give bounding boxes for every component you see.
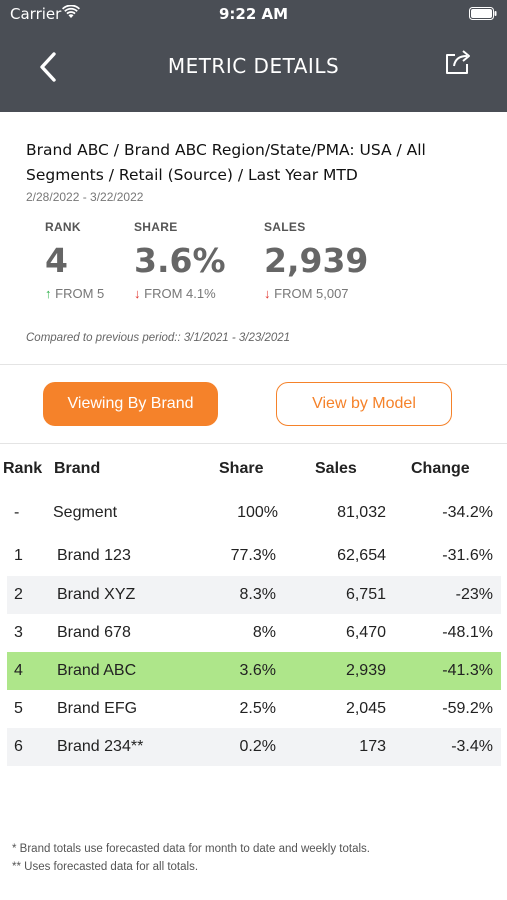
cell-sales: 173 [359, 738, 386, 755]
cell-rank: 3 [14, 624, 23, 641]
metric-label: RANK [45, 220, 81, 234]
battery-icon [469, 7, 497, 20]
cell-sales: 6,470 [345, 624, 386, 641]
cell-sales: 81,032 [337, 504, 386, 521]
cell-brand: Brand 123 [57, 547, 131, 564]
metric-value: 2,939 [264, 241, 369, 280]
cell-change: -48.1% [442, 624, 493, 641]
table-row[interactable]: 2 Brand XYZ 8.3% 6,751 -23% [7, 576, 501, 614]
divider [0, 443, 507, 444]
cell-sales: 2,939 [345, 662, 386, 679]
cell-rank: 6 [14, 738, 23, 755]
metric-delta: ↓ FROM 5,007 [264, 286, 368, 301]
app-header: Carrier 9:22 AM METRIC DETAILS [0, 0, 507, 112]
table-row[interactable]: 3 Brand 678 8% 6,470 -48.1% [7, 614, 501, 652]
cell-change: -34.2% [442, 504, 493, 521]
cell-share: 2.5% [239, 700, 276, 717]
arrow-down-icon: ↓ [264, 286, 271, 301]
arrow-down-icon: ↓ [134, 286, 141, 301]
cell-share: 3.6% [239, 662, 276, 679]
column-header-sales: Sales [315, 460, 357, 477]
view-by-model-button[interactable]: View by Model [276, 382, 452, 426]
date-range: 2/28/2022 - 3/22/2022 [26, 190, 144, 204]
cell-sales: 6,751 [345, 586, 386, 603]
cell-share: 100% [237, 504, 278, 521]
cell-brand: Brand ABC [57, 662, 137, 679]
cell-share: 0.2% [239, 738, 276, 755]
viewing-by-brand-button[interactable]: Viewing By Brand [43, 382, 218, 426]
footnote: * Brand totals use forecasted data for m… [12, 843, 370, 855]
metric-value: 4 [45, 241, 68, 280]
carrier-label: Carrier [10, 5, 62, 23]
metric-share: SHARE 3.6% ↓ FROM 4.1% [134, 220, 226, 301]
cell-change: -23% [455, 586, 493, 603]
table-row[interactable]: - Segment 100% 81,032 -34.2% [7, 494, 501, 532]
column-header-rank: Rank [3, 460, 43, 477]
table-row[interactable]: 1 Brand 123 77.3% 62,654 -31.6% [7, 537, 501, 575]
cell-sales: 2,045 [345, 700, 386, 717]
cell-sales: 62,654 [337, 547, 386, 564]
status-bar: Carrier 9:22 AM [0, 0, 507, 28]
cell-rank: 1 [14, 547, 23, 564]
cell-rank: - [14, 504, 20, 521]
metric-delta-text: FROM 5 [55, 286, 105, 301]
cell-rank: 2 [14, 586, 23, 603]
divider [0, 364, 507, 365]
metric-sales: SALES 2,939 ↓ FROM 5,007 [264, 220, 368, 301]
cell-brand: Brand 234** [57, 738, 144, 755]
metric-label: SHARE [134, 220, 178, 234]
metric-delta: ↑ FROM 5 [45, 286, 104, 301]
cell-rank: 4 [14, 662, 23, 679]
cell-change: -41.3% [442, 662, 493, 679]
status-time: 9:22 AM [218, 5, 289, 23]
back-chevron-icon[interactable] [36, 50, 62, 84]
filter-breadcrumb: Brand ABC / Brand ABC Region/State/PMA: … [26, 141, 426, 184]
metric-rank: RANK 4 ↑ FROM 5 [45, 220, 104, 301]
cell-share: 8.3% [239, 586, 276, 603]
cell-change: -3.4% [451, 738, 493, 755]
page-title: METRIC DETAILS [167, 54, 340, 78]
table-header: Rank Brand Share Sales Change [0, 452, 507, 486]
cell-change: -59.2% [442, 700, 493, 717]
metric-delta: ↓ FROM 4.1% [134, 286, 226, 301]
column-header-change: Change [411, 460, 470, 477]
column-header-brand: Brand [54, 460, 101, 477]
cell-brand: Brand XYZ [57, 586, 136, 603]
cell-brand: Brand EFG [57, 700, 138, 717]
cell-change: -31.6% [442, 547, 493, 564]
footnote: ** Uses forecasted data for all totals. [12, 861, 199, 873]
footnotes: * Brand totals use forecasted data for m… [12, 840, 370, 876]
table-row-highlighted[interactable]: 4 Brand ABC 3.6% 2,939 -41.3% [7, 652, 501, 690]
metric-delta-text: FROM 4.1% [144, 286, 216, 301]
table-row[interactable]: 5 Brand EFG 2.5% 2,045 -59.2% [7, 690, 501, 728]
wifi-icon [62, 5, 80, 18]
cell-rank: 5 [14, 700, 23, 717]
arrow-up-icon: ↑ [45, 286, 52, 301]
metric-label: SALES [264, 220, 306, 234]
metric-value: 3.6% [134, 241, 226, 280]
cell-brand: Segment [53, 504, 118, 521]
metric-delta-text: FROM 5,007 [274, 286, 349, 301]
share-icon[interactable] [443, 47, 473, 77]
cell-share: 8% [252, 624, 276, 641]
cell-brand: Brand 678 [57, 624, 131, 641]
column-header-share: Share [219, 460, 264, 477]
cell-share: 77.3% [230, 547, 276, 564]
comparison-period: Compared to previous period:: 3/1/2021 -… [26, 332, 291, 344]
table-row[interactable]: 6 Brand 234** 0.2% 173 -3.4% [7, 728, 501, 766]
